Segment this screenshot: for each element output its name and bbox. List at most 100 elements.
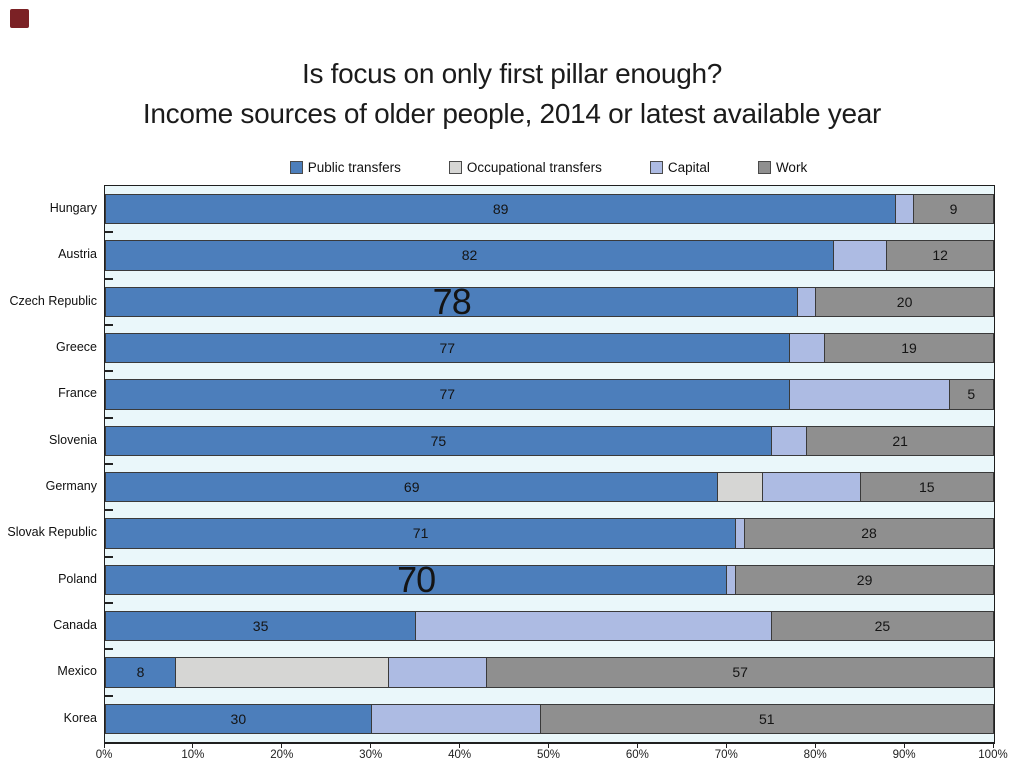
bar-segment-capital (727, 564, 737, 595)
bar-segment-occupational-transfers (176, 657, 390, 688)
x-axis-tick (725, 744, 727, 748)
stacked-bar: 69 15 (105, 471, 994, 503)
segment-value-label: 9 (949, 201, 958, 218)
bar-segment-capital (736, 518, 746, 549)
category-tick (105, 370, 113, 373)
bar-segment-capital (798, 286, 817, 317)
category-label-mexico: Mexico (57, 664, 97, 679)
bar-segment-public-transfers: 71 (105, 518, 737, 549)
category-label-poland: Poland (58, 571, 97, 586)
segment-value-label: 15 (919, 479, 935, 496)
bar-segment-work: 25 (771, 610, 994, 642)
stacked-bar: 77 5 (105, 379, 994, 410)
segment-value-label: 78 (432, 280, 472, 322)
segment-value-label: 29 (856, 571, 873, 588)
stacked-bar: 89 9 (105, 194, 994, 225)
legend-label: Public transfers (307, 159, 401, 175)
segment-value-label: 8 (136, 664, 145, 681)
stacked-bar: 77 19 (105, 332, 994, 364)
bar-segment-work: 29 (736, 564, 994, 595)
segment-value-label: 57 (732, 664, 748, 681)
category-tick (105, 694, 113, 697)
stacked-bar: 75 21 (105, 425, 994, 456)
bar-segment-capital (771, 425, 808, 456)
slide-corner-marker (10, 9, 29, 28)
x-axis-label: 40% (448, 749, 472, 761)
bar-segment-work: 28 (745, 518, 994, 549)
bar-segment-work: 5 (949, 379, 994, 410)
category-label-slovak-republic: Slovak Republic (7, 525, 97, 540)
bar-segment-public-transfers: 8 (105, 657, 177, 688)
bar-segment-public-transfers: 82 (105, 240, 834, 271)
x-axis-tick (814, 744, 816, 748)
segment-value-label: 28 (861, 525, 877, 542)
x-axis-tick (548, 744, 549, 748)
segment-value-label: 51 (758, 710, 775, 727)
segment-value-label: 35 (252, 618, 269, 635)
category-tick (105, 231, 113, 234)
category-label-france: France (58, 386, 97, 401)
segment-value-label: 89 (492, 201, 509, 218)
bar-segment-public-transfers: 35 (105, 610, 417, 642)
bar-segment-work: 21 (807, 425, 994, 456)
x-axis: 0% 10% 20% 30% 40% 50% 60% 70% 80% 90% 100% (96, 744, 1008, 766)
category-label-slovenia: Slovenia (49, 432, 97, 447)
segment-value-label: 25 (874, 618, 891, 635)
legend-label: Occupational transfers (466, 159, 602, 175)
bar-segment-capital (833, 240, 888, 271)
slide-title-line1: Is focus on only first pillar enough? (301, 58, 723, 89)
bar-segment-work: 57 (487, 657, 994, 688)
x-axis-tick (459, 744, 461, 748)
category-tick (105, 555, 113, 558)
bar-segment-capital (371, 703, 541, 734)
x-axis-label: 20% (270, 749, 294, 761)
segment-value-label: 75 (430, 432, 447, 449)
bar-segment-public-transfers: 30 (105, 703, 372, 734)
segment-value-label: 70 (397, 558, 436, 600)
bar-segment-work: 15 (860, 471, 994, 503)
category-label-germany: Germany (45, 479, 97, 494)
bar-segment-occupational-transfers (718, 471, 763, 503)
category-label-czech-republic: Czech Republic (9, 293, 97, 308)
category-tick (105, 277, 113, 280)
bar-row-czech-republic: 78 20 (105, 279, 994, 325)
bar-segment-public-transfers: 75 (105, 425, 772, 456)
legend-swatch-capital (649, 160, 663, 174)
category-label-hungary: Hungary (49, 201, 97, 216)
legend-item-capital: Capital (649, 160, 710, 175)
bar-segment-capital (389, 657, 488, 688)
bar-segment-work: 20 (816, 286, 994, 317)
x-axis-tick (903, 744, 905, 748)
x-axis-tick (192, 744, 194, 748)
bar-row-germany: 69 15 (105, 464, 994, 510)
bar-segment-public-transfers: 89 (105, 194, 897, 225)
x-axis-label: 100% (978, 749, 1008, 761)
bar-segment-work: 19 (825, 332, 994, 364)
bar-segment-public-transfers: 78 (105, 281, 799, 322)
bar-segment-public-transfers: 77 (105, 379, 790, 410)
legend-swatch-work (757, 160, 771, 174)
bar-segment-capital (762, 471, 861, 503)
legend-item-public-transfers: Public transfers (289, 159, 401, 175)
category-tick (105, 509, 113, 512)
bar-row-austria: 82 12 (105, 232, 994, 278)
stacked-bar: 70 29 (105, 559, 994, 600)
bar-rows: 89 9 82 12 78 20 77 19 77 5 75 21 69 15 71 28 70 29 35 25 8 5… (105, 186, 994, 742)
stacked-bar: 82 12 (105, 240, 994, 271)
bar-row-france: 77 5 (105, 371, 994, 417)
segment-value-label: 82 (461, 247, 478, 264)
segment-value-label: 21 (892, 432, 908, 449)
x-axis-label: 80% (803, 749, 827, 761)
bar-segment-public-transfers: 69 (105, 471, 719, 503)
bar-segment-work: 12 (887, 240, 994, 271)
legend-item-occupational-transfers: Occupational transfers (448, 159, 602, 175)
bar-row-slovak-republic: 71 28 (105, 510, 994, 556)
stacked-bar: 78 20 (105, 281, 994, 322)
stacked-bar: 35 25 (105, 610, 994, 642)
bar-segment-work: 51 (540, 703, 994, 734)
segment-value-label: 69 (403, 479, 420, 496)
x-axis-label: 50% (536, 749, 561, 761)
bar-row-korea: 30 51 (105, 696, 994, 742)
category-label-canada: Canada (53, 618, 97, 633)
bar-segment-public-transfers: 70 (105, 559, 728, 600)
